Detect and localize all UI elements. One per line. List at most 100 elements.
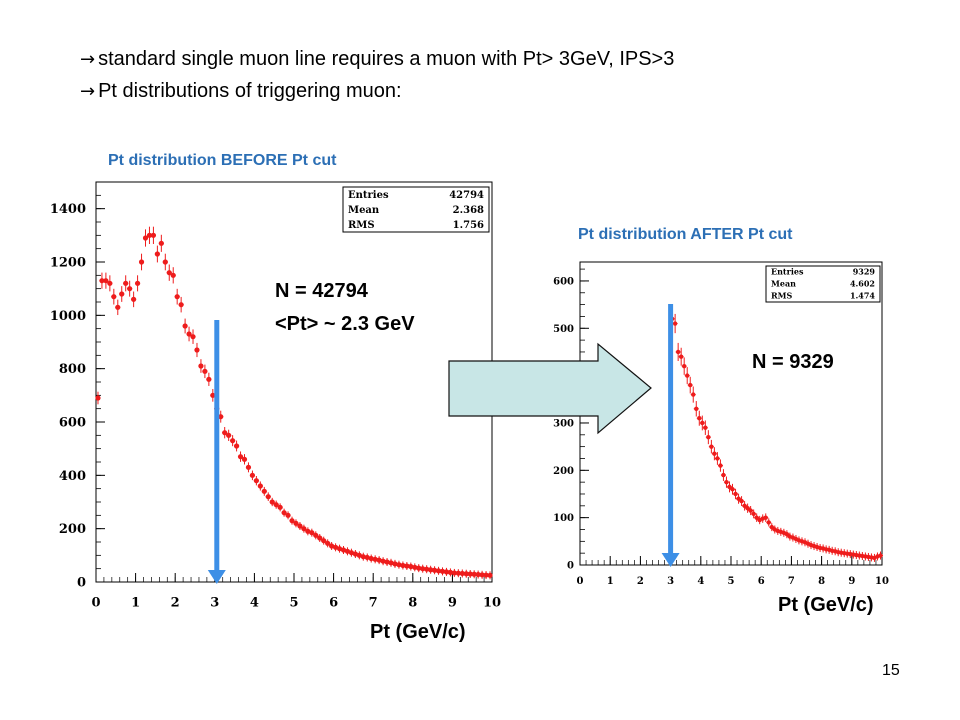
data-point (356, 552, 362, 558)
data-point (134, 280, 141, 286)
data-point (736, 496, 741, 501)
data-point (336, 546, 343, 552)
x-tick-label: 9 (848, 576, 855, 587)
stats-value: 1.756 (453, 220, 484, 231)
y-tick-label: 0 (567, 561, 574, 572)
data-point (435, 568, 442, 574)
data-point (166, 270, 172, 276)
data-point (396, 562, 402, 568)
data-point (273, 502, 279, 508)
cut-arrowhead-icon (207, 570, 226, 584)
data-point (218, 414, 224, 420)
y-tick-label: 100 (553, 513, 574, 524)
data-point (392, 561, 398, 567)
data-point (332, 544, 339, 550)
x-tick-label: 7 (788, 576, 795, 587)
slide-number: 15 (882, 662, 900, 679)
data-point (226, 432, 232, 438)
data-point (352, 551, 358, 557)
data-point (727, 484, 732, 490)
chart-before-cut: 0 200 400 600 800 1000 1200 1400 0 1 2 3 4 5 6 7 8 9 10 Ent… (50, 181, 501, 611)
data-point (709, 444, 714, 449)
right-arrow-icon (448, 342, 652, 435)
data-point (439, 568, 446, 574)
data-point (253, 478, 259, 484)
y-tick-label: 300 (553, 418, 574, 429)
data-point (150, 232, 157, 238)
data-point (127, 286, 133, 292)
data-point (748, 508, 753, 513)
data-point (715, 456, 720, 461)
data-point (483, 572, 489, 578)
data-point (372, 556, 378, 562)
data-point (733, 491, 738, 497)
n-after-label: N = 9329 (752, 351, 834, 373)
data-point (745, 505, 750, 511)
data-point (95, 395, 101, 401)
annotation-mean-before: <Pt> ~ 2.3 GeV (275, 313, 415, 335)
data-point (261, 488, 267, 494)
data-point (360, 554, 366, 560)
data-point (119, 291, 125, 297)
stats-value: 4.602 (850, 279, 875, 289)
stats-label: Entries (348, 190, 389, 201)
x-tick-label: 5 (728, 576, 735, 587)
data-point (706, 434, 711, 440)
data-point (146, 232, 153, 238)
y-tick-label: 500 (553, 324, 574, 335)
data-point (206, 376, 212, 382)
data-point (348, 550, 355, 556)
y-tick-label: 800 (59, 362, 86, 377)
data-point (718, 463, 723, 468)
data-point (739, 498, 744, 504)
plot-frame (579, 261, 883, 566)
x-tick-label: 3 (210, 596, 219, 611)
data-point (471, 571, 477, 577)
chart-after-cut: 0100200300400500600012345678910Entries93… (553, 261, 889, 587)
data-point (388, 560, 394, 566)
stats-value: 9329 (853, 267, 876, 277)
data-point (766, 520, 771, 525)
y-tick-label: 0 (77, 576, 86, 591)
data-point (754, 515, 759, 520)
data-point (344, 548, 351, 554)
chart-title-before: Pt distribution BEFORE Pt cut (108, 152, 337, 169)
right-arrow-icon: → (80, 49, 96, 70)
data-point (194, 347, 200, 353)
data-point (297, 523, 303, 529)
data-point (249, 472, 256, 478)
y-tick-label: 600 (553, 276, 574, 287)
chart-title-after: Pt distribution AFTER Pt cut (578, 226, 793, 243)
data-point (301, 526, 307, 532)
x-tick-label: 10 (875, 576, 889, 587)
data-point (384, 559, 390, 565)
data-point (691, 392, 696, 397)
transition-arrow (448, 342, 652, 435)
mean-before-label: <Pt> ~ 2.3 GeV (275, 313, 415, 335)
stats-value: 42794 (449, 190, 484, 201)
stats-box (342, 186, 490, 233)
data-point (170, 272, 176, 278)
data-point (325, 540, 331, 546)
data-point (697, 416, 702, 421)
bullet-text-2: Pt distributions of triggering muon: (98, 80, 402, 102)
y-tick-label: 1000 (50, 309, 86, 324)
stats-box (765, 265, 881, 303)
data-point (107, 280, 113, 286)
stats-label: RMS (771, 291, 793, 301)
data-point (428, 567, 434, 573)
stats-value: 2.368 (453, 205, 484, 216)
data-point (769, 524, 774, 530)
x-tick-label: 5 (289, 596, 298, 611)
data-point (281, 510, 287, 516)
data-point (202, 368, 208, 374)
x-tick-label: 0 (91, 596, 100, 611)
data-point (455, 570, 461, 576)
data-point (751, 511, 756, 517)
data-point (408, 563, 414, 570)
data-point (475, 571, 481, 578)
data-point (404, 563, 410, 569)
x-tick-label: 8 (408, 596, 417, 611)
y-tick-label: 1200 (50, 256, 86, 271)
